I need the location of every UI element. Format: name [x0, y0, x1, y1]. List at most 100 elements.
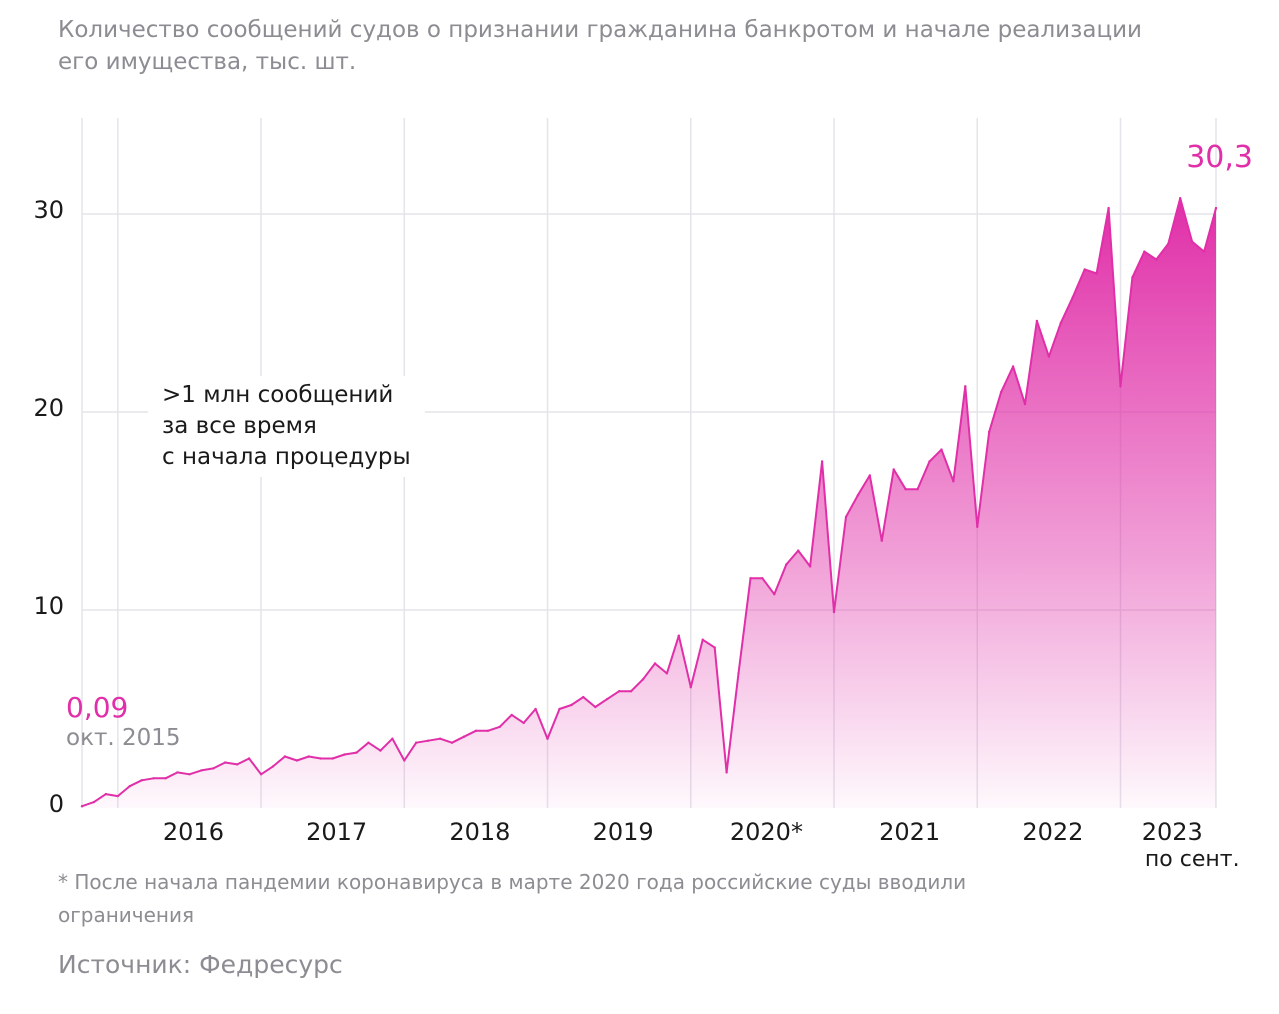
data-point	[916, 488, 919, 491]
data-point	[761, 577, 764, 580]
data-point	[749, 577, 752, 580]
data-point	[856, 494, 860, 497]
y-tick-label: 20	[33, 394, 64, 422]
x-tick-label: 2023	[1142, 818, 1203, 846]
data-point	[1035, 319, 1039, 323]
data-point	[785, 563, 788, 566]
data-point	[808, 565, 812, 568]
data-point	[522, 721, 525, 725]
data-points	[80, 197, 1218, 808]
annotation-box: >1 млн сообщений за все время с начала п…	[148, 376, 425, 477]
data-point	[438, 737, 442, 740]
data-point	[725, 771, 728, 774]
data-point	[176, 771, 179, 774]
data-point	[832, 610, 836, 614]
data-point	[391, 737, 394, 740]
data-point	[319, 757, 322, 760]
data-point	[104, 792, 108, 796]
data-point	[928, 460, 931, 463]
data-point	[367, 741, 370, 744]
data-point	[283, 755, 287, 758]
data-point	[1107, 206, 1110, 210]
annotation-line: за все время	[162, 413, 317, 439]
data-point	[403, 759, 406, 762]
data-point	[618, 690, 621, 693]
data-point	[224, 761, 227, 764]
data-point	[713, 646, 716, 649]
y-tick-label: 30	[33, 196, 64, 224]
start-value-label: 0,09	[66, 691, 128, 724]
y-tick-label: 0	[49, 790, 64, 818]
x-tick-label: 2017	[306, 818, 367, 846]
start-date-label: окт. 2015	[66, 725, 181, 751]
data-point	[188, 773, 191, 776]
data-point	[1155, 258, 1158, 261]
x-tick-label: 2016	[163, 818, 224, 846]
data-point	[331, 757, 334, 760]
data-point	[510, 713, 513, 717]
end-value-label: 30,3	[1186, 140, 1253, 175]
data-point	[427, 739, 430, 742]
data-point	[450, 741, 454, 744]
data-point	[844, 515, 848, 519]
data-point	[892, 468, 895, 471]
data-point	[80, 805, 84, 808]
data-point	[1214, 206, 1218, 210]
data-point	[689, 686, 692, 689]
footnote: * После начала пандемии коронавируса в м…	[58, 870, 967, 927]
data-point	[558, 707, 561, 711]
data-point	[1143, 250, 1146, 253]
data-point	[999, 391, 1003, 394]
data-point	[1179, 197, 1182, 200]
y-tick-label: 10	[33, 592, 64, 620]
data-point	[236, 763, 239, 766]
data-point	[582, 695, 585, 699]
data-point	[247, 757, 251, 760]
data-point	[988, 430, 991, 433]
data-point	[1047, 355, 1051, 358]
data-point	[212, 767, 215, 770]
data-point	[952, 480, 955, 483]
data-point	[259, 773, 263, 776]
data-point	[594, 705, 597, 709]
data-point	[641, 678, 645, 681]
y-axis: 0 10 20 30	[33, 196, 64, 818]
data-point	[415, 741, 418, 744]
data-point	[92, 800, 96, 804]
x-tick-label: 2021	[879, 818, 940, 846]
x-tick-sublabel: по сент.	[1145, 847, 1240, 872]
data-point	[964, 385, 967, 388]
data-point	[629, 690, 633, 693]
data-point	[606, 697, 609, 701]
data-point	[1131, 276, 1134, 279]
data-point	[498, 725, 501, 728]
data-point	[797, 549, 800, 552]
data-point	[904, 488, 907, 491]
chart-title: Количество сообщений судов о признании г…	[58, 17, 1143, 75]
x-tick-label: 2018	[449, 818, 510, 846]
data-point	[534, 707, 537, 711]
data-point	[1071, 296, 1075, 299]
data-point	[116, 794, 120, 798]
data-point	[868, 474, 871, 477]
source-note: Источник: Федресурс	[58, 950, 343, 979]
data-point	[271, 765, 275, 768]
data-point	[737, 672, 740, 675]
data-point	[1083, 268, 1086, 271]
data-point	[474, 729, 478, 732]
series-area	[82, 198, 1216, 808]
x-tick-label: 2022	[1022, 818, 1083, 846]
data-point	[773, 593, 776, 596]
data-point	[295, 759, 299, 762]
data-point	[152, 777, 155, 780]
data-point	[546, 737, 549, 740]
data-point	[701, 638, 704, 641]
data-point	[164, 777, 167, 780]
data-point	[665, 672, 669, 675]
data-point	[128, 785, 131, 788]
data-point	[677, 634, 680, 637]
data-point	[1167, 242, 1170, 245]
annotation-line: с начала процедуры	[162, 444, 411, 470]
data-point	[1119, 385, 1122, 388]
